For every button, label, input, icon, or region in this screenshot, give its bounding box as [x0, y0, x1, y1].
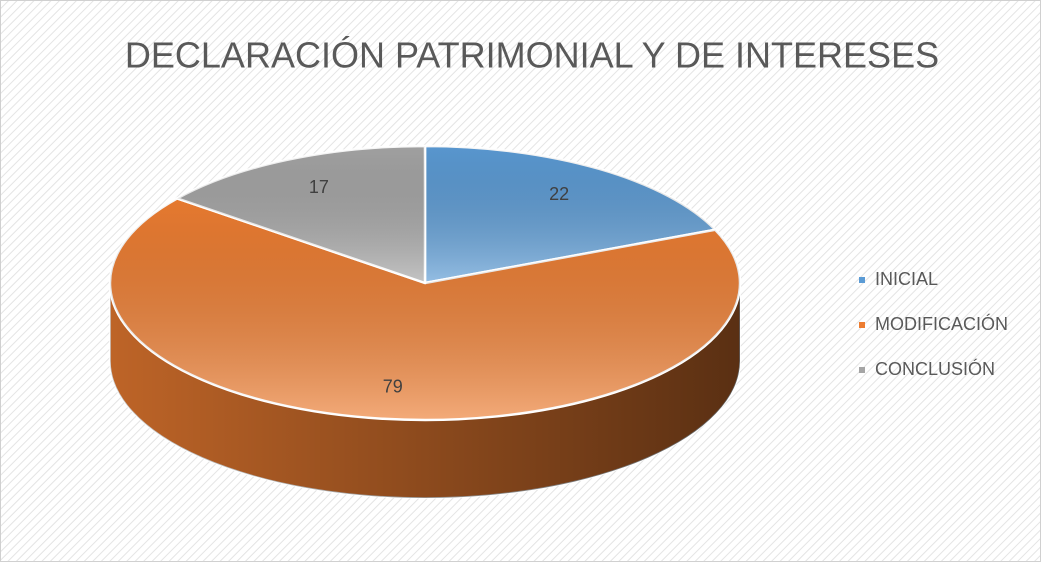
chart-title: DECLARACIÓN PATRIMONIAL Y DE INTERESES: [125, 35, 939, 76]
legend-marker: [859, 367, 865, 373]
legend-marker: [859, 322, 865, 328]
legend-label: MODIFICACIÓN: [875, 313, 1008, 334]
legend: INICIAL MODIFICACIÓN CONCLUSIÓN: [859, 269, 1008, 379]
data-label: 79: [383, 376, 403, 396]
legend-label: INICIAL: [875, 269, 938, 289]
data-label: 22: [549, 184, 569, 204]
data-label: 17: [309, 177, 329, 197]
legend-label: CONCLUSIÓN: [875, 358, 995, 379]
pie: 22 79 17: [108, 144, 742, 499]
legend-marker: [859, 277, 865, 283]
